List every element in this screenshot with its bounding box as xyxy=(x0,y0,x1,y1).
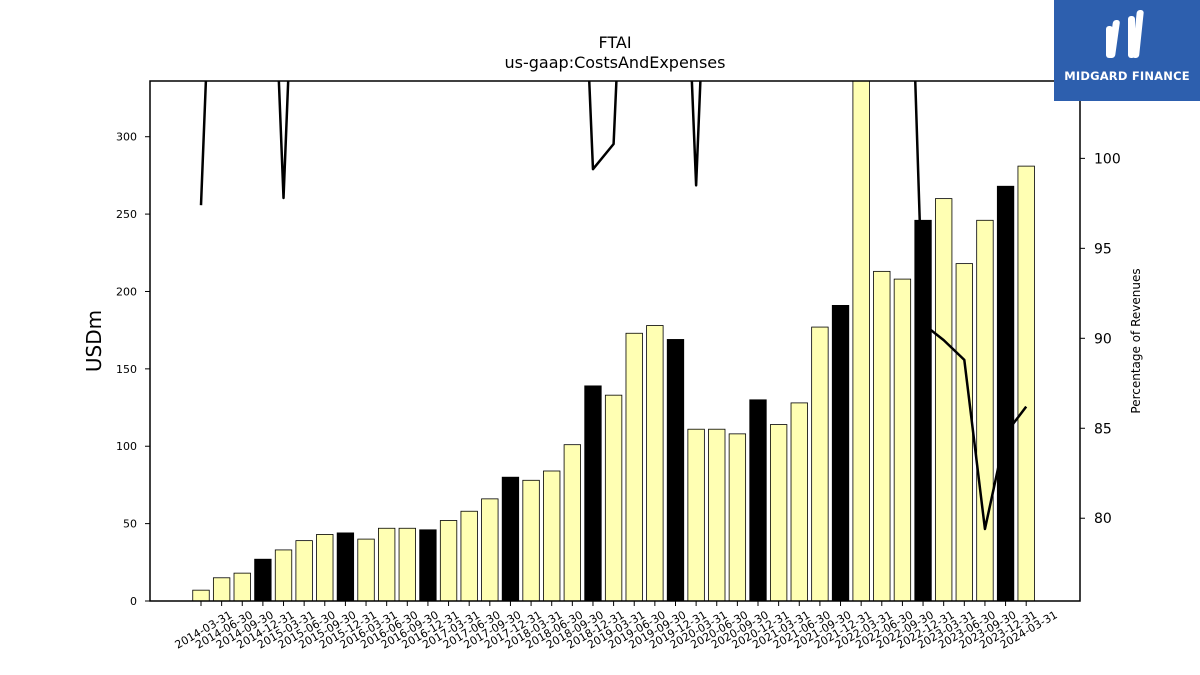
bar-2023-03-31 xyxy=(935,198,953,601)
bar-2018-03-31 xyxy=(522,479,540,601)
bar-2014-06-30 xyxy=(212,577,231,601)
bar-2017-09-30 xyxy=(481,498,499,601)
y2-axis-label: Percentage of Revenues xyxy=(1129,268,1143,413)
chart-subtitle: us-gaap:CostsAndExpenses xyxy=(505,53,726,72)
bar-2021-12-31 xyxy=(831,304,850,601)
bar-2014-09-30 xyxy=(233,572,251,601)
bar-2020-06-30 xyxy=(708,428,726,601)
y-tick-label: 300 xyxy=(116,131,137,144)
bar-2022-12-31 xyxy=(914,219,932,601)
y-tick-label: 100 xyxy=(116,440,137,453)
bar-2015-06-30 xyxy=(295,540,313,601)
y2-tick-label: 100 xyxy=(1094,151,1121,167)
y-tick-label: 50 xyxy=(123,518,137,531)
bar-2015-09-30 xyxy=(316,534,334,601)
chart-title: FTAI xyxy=(598,33,631,52)
y2-tick-label: 85 xyxy=(1094,421,1112,437)
bar-2016-03-31 xyxy=(357,538,375,601)
brand-logo: MIDGARD FINANCE xyxy=(1054,0,1200,101)
bar-2019-12-31 xyxy=(666,339,685,601)
bar-2018-06-30 xyxy=(543,470,561,601)
bar-2021-09-30 xyxy=(811,326,829,601)
bar-2014-03-31 xyxy=(192,589,210,601)
y-axis-label: USDm xyxy=(82,310,106,372)
bar-2023-06-30 xyxy=(955,263,973,601)
y2-tick-label: 95 xyxy=(1094,241,1112,257)
bar-2018-12-31 xyxy=(584,385,602,601)
bar-2024-03-31 xyxy=(1017,165,1035,601)
midgard-logo-icon xyxy=(1106,10,1144,58)
bar-2016-12-31 xyxy=(419,529,437,601)
bar-2020-12-31 xyxy=(749,399,767,601)
bar-2018-09-30 xyxy=(563,444,581,601)
y-tick-label: 0 xyxy=(130,595,137,608)
bar-2017-12-31 xyxy=(501,476,520,601)
bar-2016-09-30 xyxy=(398,527,416,601)
bar-2020-03-31 xyxy=(687,428,705,601)
axes: 050100150200250300808590951002014-03-312… xyxy=(116,80,1121,652)
bar-2021-03-31 xyxy=(769,424,788,601)
bar-2020-09-30 xyxy=(728,433,747,601)
bar-2022-09-30 xyxy=(893,278,912,601)
bar-2023-12-31 xyxy=(996,185,1015,601)
plot-frame xyxy=(149,80,1081,602)
y-tick-label: 200 xyxy=(116,285,137,298)
brand-name: MIDGARD FINANCE xyxy=(1064,69,1190,83)
y-tick-label: 150 xyxy=(116,363,137,376)
percentage-line-path xyxy=(199,81,1028,531)
bar-2017-06-30 xyxy=(460,510,478,601)
bar-2019-06-30 xyxy=(625,332,643,601)
bar-2019-09-30 xyxy=(646,325,664,601)
bar-2019-03-31 xyxy=(604,394,623,601)
bar-2022-06-30 xyxy=(873,270,891,601)
bar-2015-03-31 xyxy=(274,549,293,601)
bar-2017-03-31 xyxy=(439,520,458,601)
bar-2016-06-30 xyxy=(378,527,396,601)
percentage-line xyxy=(199,81,1028,531)
bar-2023-09-30 xyxy=(976,219,994,601)
y2-tick-label: 90 xyxy=(1094,331,1112,347)
bar-2022-03-31 xyxy=(852,81,870,601)
y-tick-label: 250 xyxy=(116,208,137,221)
bar-group xyxy=(192,81,1035,601)
bar-2021-06-30 xyxy=(790,402,808,601)
y2-tick-label: 80 xyxy=(1094,511,1112,527)
bar-2014-12-31 xyxy=(254,558,272,601)
bar-2015-12-31 xyxy=(336,532,355,601)
